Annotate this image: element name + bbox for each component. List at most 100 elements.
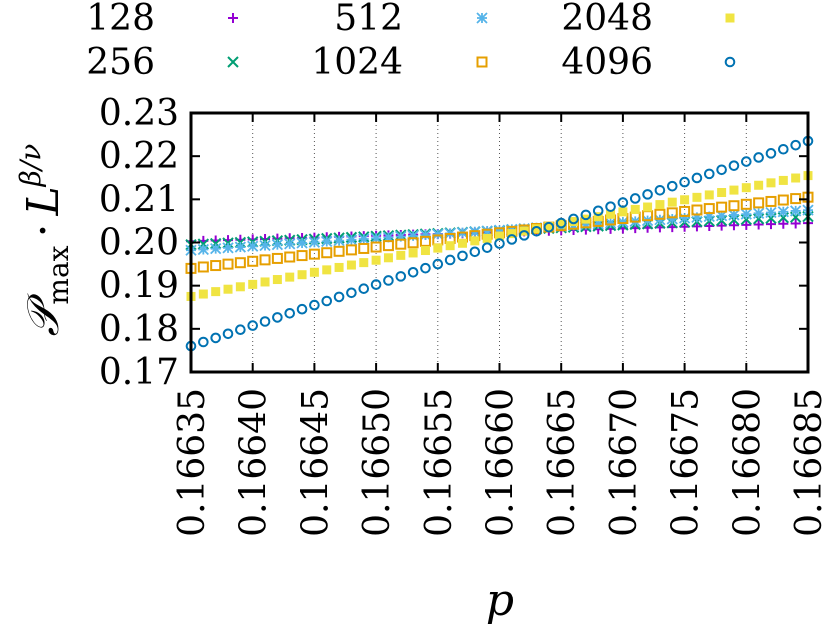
data-point xyxy=(618,207,628,217)
data-point xyxy=(247,320,258,331)
data-point xyxy=(284,251,296,263)
data-point xyxy=(457,238,467,248)
y-axis-title: 𝒫max·Lβ/ν xyxy=(14,144,75,337)
data-point xyxy=(778,218,789,229)
data-point xyxy=(272,275,282,285)
data-point xyxy=(703,210,715,223)
x-tick-label: 0.16635 xyxy=(172,388,213,537)
data-point xyxy=(728,200,740,212)
data-point xyxy=(419,229,432,241)
data-point xyxy=(725,13,735,23)
data-point xyxy=(724,56,736,68)
data-point xyxy=(691,211,703,223)
data-point xyxy=(296,250,308,262)
data-point xyxy=(679,205,691,217)
data-point xyxy=(271,252,283,264)
data-point xyxy=(790,139,801,151)
data-point xyxy=(568,213,579,225)
data-point xyxy=(604,217,617,229)
data-point xyxy=(667,197,677,207)
data-point xyxy=(296,303,308,315)
data-point xyxy=(655,200,665,210)
data-point xyxy=(777,206,789,218)
data-point xyxy=(642,189,653,200)
data-point xyxy=(580,209,592,221)
data-point xyxy=(210,260,222,272)
data-point xyxy=(333,245,345,257)
data-point xyxy=(703,203,715,215)
data-point xyxy=(717,188,727,198)
data-point xyxy=(345,244,357,256)
data-point xyxy=(420,262,431,274)
data-point xyxy=(227,56,239,68)
data-point xyxy=(209,237,222,250)
data-point xyxy=(235,282,245,292)
y-tick-label: 0.20 xyxy=(99,223,179,264)
x-tick-label: 0.16665 xyxy=(542,388,583,537)
data-point xyxy=(740,198,752,210)
data-point xyxy=(666,207,678,219)
data-point xyxy=(617,197,629,208)
legend-label: 4096 xyxy=(561,42,653,83)
legend-entry-1024: 1024 xyxy=(311,42,488,83)
x-tick-label: 0.16675 xyxy=(666,388,707,537)
data-point xyxy=(333,234,345,247)
x-tick-label: 0.16660 xyxy=(481,388,522,537)
data-point xyxy=(346,260,356,270)
y-tick-label: 0.23 xyxy=(99,93,179,134)
data-point xyxy=(691,172,703,184)
data-point xyxy=(333,291,345,303)
y-tick-label: 0.21 xyxy=(99,179,179,220)
data-point xyxy=(223,284,233,294)
data-point xyxy=(285,272,295,282)
data-point xyxy=(284,307,296,319)
data-point xyxy=(358,242,370,254)
data-point xyxy=(544,221,554,231)
data-point xyxy=(592,218,604,230)
legend-entry-128: 128 xyxy=(86,0,238,39)
data-point xyxy=(210,243,222,255)
data-point xyxy=(476,56,488,68)
data-point xyxy=(703,168,715,180)
data-point xyxy=(753,219,764,230)
data-point xyxy=(629,193,641,204)
y-tick-label: 0.22 xyxy=(99,136,179,177)
y-tick-label: 0.17 xyxy=(99,352,179,393)
data-point xyxy=(457,250,468,262)
data-point xyxy=(753,207,765,219)
data-point xyxy=(211,287,221,297)
data-point xyxy=(197,238,210,250)
data-point xyxy=(643,202,653,212)
series-layer xyxy=(185,135,814,352)
data-point xyxy=(666,180,678,192)
data-point xyxy=(790,218,801,229)
data-point xyxy=(740,208,752,220)
data-point xyxy=(606,209,616,219)
data-point xyxy=(272,312,283,323)
data-point xyxy=(210,332,221,344)
data-point xyxy=(766,178,776,188)
data-point xyxy=(654,208,666,220)
data-point xyxy=(728,209,740,221)
data-point xyxy=(654,184,666,196)
data-point xyxy=(580,218,592,231)
data-point xyxy=(476,12,488,24)
data-point xyxy=(345,234,358,246)
data-point xyxy=(531,225,542,237)
legend-label: 2048 xyxy=(561,0,653,39)
data-point xyxy=(506,234,518,245)
data-point xyxy=(407,266,419,278)
data-point xyxy=(778,143,789,155)
data-point xyxy=(260,277,270,287)
data-point xyxy=(679,176,690,188)
data-point xyxy=(532,224,542,234)
legend-entry-256: 256 xyxy=(86,42,239,83)
data-point xyxy=(778,175,788,185)
data-point xyxy=(716,201,728,213)
data-point xyxy=(235,324,246,335)
data-point xyxy=(346,287,357,299)
x-tick-label: 0.16680 xyxy=(727,388,768,537)
data-point xyxy=(518,230,530,241)
